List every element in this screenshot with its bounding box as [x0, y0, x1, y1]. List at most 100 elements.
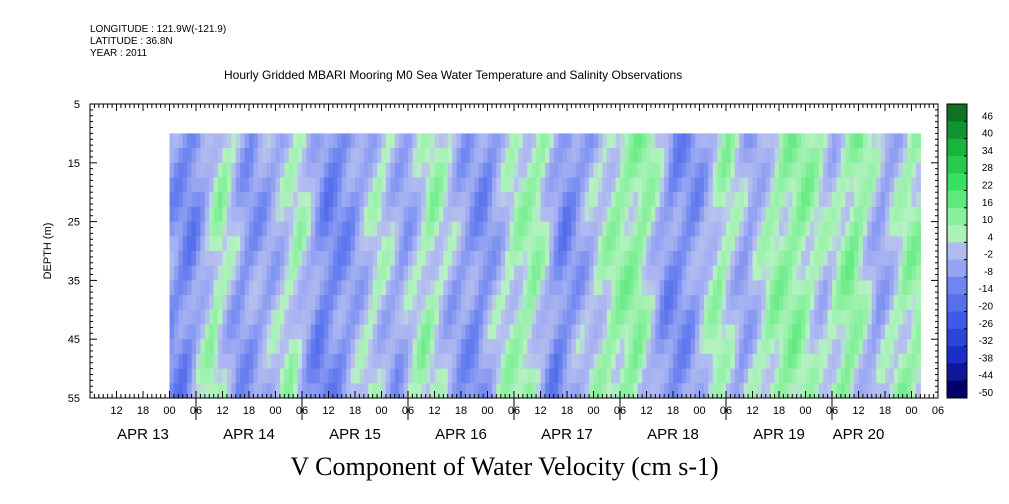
heatmap-cell — [915, 192, 921, 208]
heatmap-cell — [646, 353, 652, 370]
heatmap-cell — [315, 280, 321, 296]
heatmap-cell — [487, 206, 493, 223]
heatmap-cell — [169, 221, 175, 237]
heatmap-cell — [196, 251, 202, 267]
heatmap-cell — [836, 162, 842, 179]
heatmap-cell — [796, 206, 802, 223]
heatmap-cell — [668, 368, 674, 384]
heatmap-cell — [854, 162, 860, 179]
x-hour-tick-label: 12 — [216, 405, 228, 417]
heatmap-cell — [337, 353, 343, 370]
heatmap-cell — [257, 221, 263, 237]
heatmap-cell — [642, 192, 648, 208]
heatmap-cell — [580, 192, 586, 208]
heatmap-cell — [712, 353, 718, 370]
heatmap-cell — [726, 383, 732, 399]
heatmap-cell — [226, 162, 232, 179]
heatmap-cell — [412, 280, 418, 296]
heatmap-cell — [633, 236, 639, 252]
heatmap-cell — [332, 280, 338, 296]
heatmap-cell — [602, 192, 608, 208]
heatmap-cell — [690, 236, 696, 252]
heatmap-cell — [191, 162, 197, 179]
heatmap-cell — [880, 133, 886, 149]
heatmap-cell — [876, 162, 882, 179]
heatmap-cell — [222, 133, 228, 149]
heatmap-cell — [699, 236, 705, 252]
heatmap-cell — [756, 192, 762, 208]
heatmap-cell — [584, 133, 590, 149]
chart-title: Hourly Gridded MBARI Mooring M0 Sea Wate… — [224, 68, 683, 82]
heatmap-cell — [779, 206, 785, 223]
heatmap-cell — [434, 339, 440, 355]
heatmap-cell — [779, 148, 785, 164]
heatmap-cell — [876, 353, 882, 370]
heatmap-cell — [659, 280, 665, 296]
heatmap-cell — [496, 133, 502, 149]
heatmap-cell — [862, 177, 868, 193]
heatmap-cell — [187, 206, 193, 223]
heatmap-cell — [187, 251, 193, 267]
heatmap-cell — [650, 148, 656, 164]
heatmap-cell — [235, 265, 241, 281]
heatmap-cell — [522, 236, 528, 252]
heatmap-cell — [849, 280, 855, 296]
heatmap-cell — [249, 206, 255, 223]
heatmap-cell — [350, 309, 356, 326]
heatmap-cell — [642, 221, 648, 237]
heatmap-cell — [730, 192, 736, 208]
heatmap-cell — [456, 280, 462, 296]
heatmap-cell — [368, 133, 374, 149]
heatmap-cell — [712, 148, 718, 164]
heatmap-cell — [191, 177, 197, 193]
heatmap-cell — [558, 324, 564, 340]
heatmap-cell — [271, 339, 277, 355]
heatmap-cell — [633, 339, 639, 355]
heatmap-cell — [549, 280, 555, 296]
heatmap-cell — [739, 368, 745, 384]
heatmap-cell — [434, 353, 440, 370]
heatmap-cell — [593, 221, 599, 237]
heatmap-cell — [310, 148, 316, 164]
heatmap-cell — [381, 383, 387, 399]
heatmap-cell — [637, 206, 643, 223]
heatmap-cell — [425, 339, 431, 355]
heatmap-cell — [319, 221, 325, 237]
heatmap-cell — [416, 383, 422, 399]
heatmap-cell — [222, 368, 228, 384]
heatmap-cell — [509, 251, 515, 267]
heatmap-cell — [774, 148, 780, 164]
heatmap-cell — [200, 353, 206, 370]
heatmap-cell — [438, 324, 444, 340]
heatmap-cell — [284, 309, 290, 326]
heatmap-cell — [540, 192, 546, 208]
heatmap-cell — [862, 280, 868, 296]
heatmap-cell — [249, 221, 255, 237]
heatmap-cell — [650, 368, 656, 384]
heatmap-cell — [854, 383, 860, 399]
y-tick-label: 15 — [68, 158, 80, 170]
heatmap-cell — [341, 309, 347, 326]
heatmap-cell — [589, 265, 595, 281]
heatmap-cell — [385, 236, 391, 252]
heatmap-cell — [337, 148, 343, 164]
heatmap-cell — [173, 221, 179, 237]
heatmap-cell — [425, 162, 431, 179]
x-hour-tick-label: 00 — [375, 405, 387, 417]
heatmap-cell — [240, 324, 246, 340]
heatmap-cell — [907, 368, 913, 384]
heatmap-cell — [474, 162, 480, 179]
heatmap-cell — [306, 368, 312, 384]
heatmap-cell — [213, 251, 219, 267]
heatmap-cell — [266, 339, 272, 355]
heatmap-cell — [606, 353, 612, 370]
heatmap-cell — [355, 177, 361, 193]
heatmap-cell — [385, 177, 391, 193]
heatmap-cell — [306, 251, 312, 267]
heatmap-cell — [496, 295, 502, 311]
heatmap-cell — [650, 221, 656, 237]
heatmap-cell — [854, 221, 860, 237]
heatmap-cell — [204, 133, 210, 149]
heatmap-cell — [620, 265, 626, 281]
heatmap-cell — [770, 251, 776, 267]
